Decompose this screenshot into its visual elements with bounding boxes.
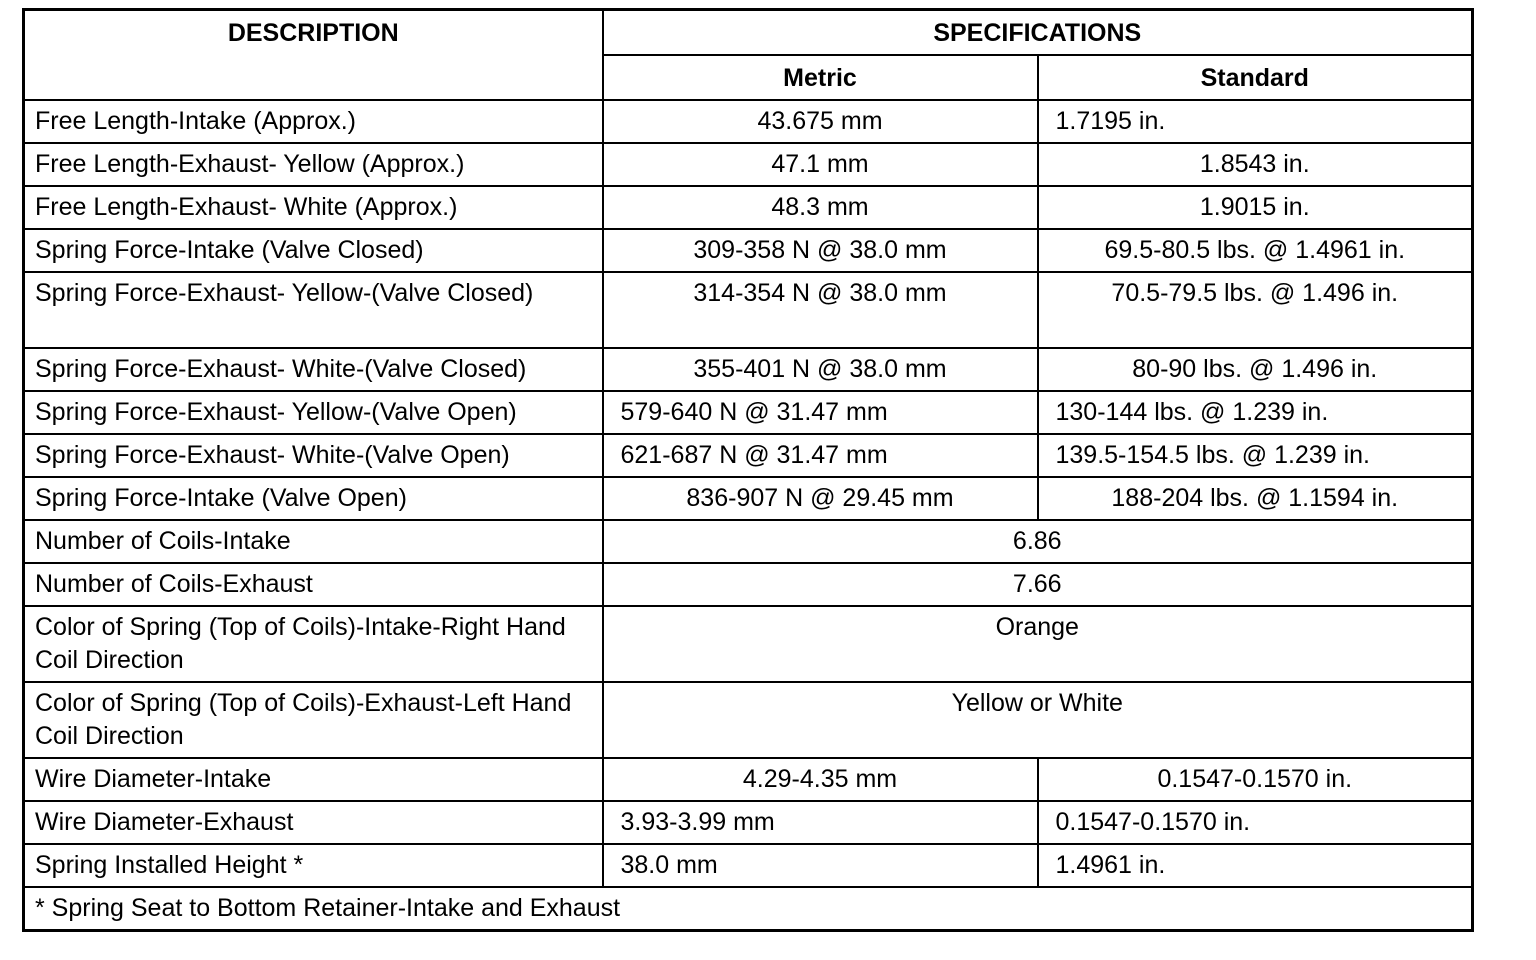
standard-cell: 70.5-79.5 lbs. @ 1.496 in. [1036,271,1474,349]
standard-cell: 1.7195 in. [1036,99,1474,144]
standard-cell: 1.8543 in. [1036,142,1474,187]
description-cell: Spring Force-Exhaust- Yellow-(Valve Open… [22,390,604,435]
table-row: Color of Spring (Top of Coils)-Exhaust-L… [22,681,1474,759]
header-metric: Metric [601,54,1039,101]
standard-cell: 188-204 lbs. @ 1.1594 in. [1036,476,1474,521]
spec-value-cell: Yellow or White [601,681,1474,759]
table-row: Wire Diameter-Exhaust 3.93-3.99 mm 0.1547-… [22,800,1474,845]
header-description: DESCRIPTION [22,8,604,101]
table-row: Number of Coils-Intake 6.86 [22,519,1474,564]
standard-cell: 80-90 lbs. @ 1.496 in. [1036,347,1474,392]
metric-cell: 309-358 N @ 38.0 mm [601,228,1039,273]
table-row: Spring Force-Intake (Valve Open) 836-907 … [22,476,1474,521]
metric-cell: 4.29-4.35 mm [601,757,1039,802]
table-row: Color of Spring (Top of Coils)-Intake-Ri… [22,605,1474,683]
footnote: * Spring Seat to Bottom Retainer-Intake … [22,886,1474,932]
metric-cell: 621-687 N @ 31.47 mm [601,433,1039,478]
table-row: Spring Force-Exhaust- White-(Valve Open)… [22,433,1474,478]
spec-value-cell: Orange [601,605,1474,683]
header-specifications: SPECIFICATIONS [601,8,1474,56]
description-cell: Number of Coils-Exhaust [22,562,604,607]
description-cell: Spring Force-Exhaust- Yellow-(Valve Clos… [22,271,604,349]
metric-cell: 47.1 mm [601,142,1039,187]
metric-cell: 579-640 N @ 31.47 mm [601,390,1039,435]
metric-cell: 43.675 mm [601,99,1039,144]
metric-cell: 355-401 N @ 38.0 mm [601,347,1039,392]
table-row: Wire Diameter-Intake 4.29-4.35 mm 0.1547-0… [22,757,1474,802]
metric-cell: 314-354 N @ 38.0 mm [601,271,1039,349]
standard-cell: 1.4961 in. [1036,843,1474,888]
description-cell: Spring Force-Exhaust- White-(Valve Open) [22,433,604,478]
table-row: Free Length-Exhaust- White (Approx.) 48.3… [22,185,1474,230]
standard-cell: 1.9015 in. [1036,185,1474,230]
description-cell: Wire Diameter-Exhaust [22,800,604,845]
valve-spring-spec-table: DESCRIPTION SPECIFICATIONS Metric Standa… [22,8,1475,932]
standard-cell: 139.5-154.5 lbs. @ 1.239 in. [1036,433,1474,478]
table-body: Free Length-Intake (Approx.) 43.675 mm 1.7… [22,99,1474,888]
spec-value-cell: 6.86 [601,519,1474,564]
table-row: Spring Installed Height * 38.0 mm 1.4961 i… [22,843,1474,888]
description-cell: Spring Installed Height * [22,843,604,888]
description-cell: Free Length-Exhaust- White (Approx.) [22,185,604,230]
description-cell: Wire Diameter-Intake [22,757,604,802]
table-row: Free Length-Exhaust- Yellow (Approx.) 47.… [22,142,1474,187]
header-standard: Standard [1036,54,1474,101]
metric-cell: 836-907 N @ 29.45 mm [601,476,1039,521]
table-row: Number of Coils-Exhaust 7.66 [22,562,1474,607]
metric-cell: 3.93-3.99 mm [601,800,1039,845]
table-row: Spring Force-Exhaust- White-(Valve Close… [22,347,1474,392]
table-row: Spring Force-Exhaust- Yellow-(Valve Clos… [22,271,1474,349]
description-cell: Color of Spring (Top of Coils)-Exhaust-L… [22,681,604,759]
standard-cell: 69.5-80.5 lbs. @ 1.4961 in. [1036,228,1474,273]
metric-cell: 38.0 mm [601,843,1039,888]
description-cell: Color of Spring (Top of Coils)-Intake-Ri… [22,605,604,683]
description-cell: Spring Force-Intake (Valve Open) [22,476,604,521]
description-cell: Free Length-Intake (Approx.) [22,99,604,144]
standard-cell: 130-144 lbs. @ 1.239 in. [1036,390,1474,435]
standard-cell: 0.1547-0.1570 in. [1036,800,1474,845]
standard-cell: 0.1547-0.1570 in. [1036,757,1474,802]
metric-cell: 48.3 mm [601,185,1039,230]
table-row: Free Length-Intake (Approx.) 43.675 mm 1.7… [22,99,1474,144]
table-row: Spring Force-Intake (Valve Closed) 309-35… [22,228,1474,273]
description-cell: Free Length-Exhaust- Yellow (Approx.) [22,142,604,187]
table-row: Spring Force-Exhaust- Yellow-(Valve Open… [22,390,1474,435]
description-cell: Spring Force-Intake (Valve Closed) [22,228,604,273]
spec-value-cell: 7.66 [601,562,1474,607]
description-cell: Spring Force-Exhaust- White-(Valve Close… [22,347,604,392]
description-cell: Number of Coils-Intake [22,519,604,564]
